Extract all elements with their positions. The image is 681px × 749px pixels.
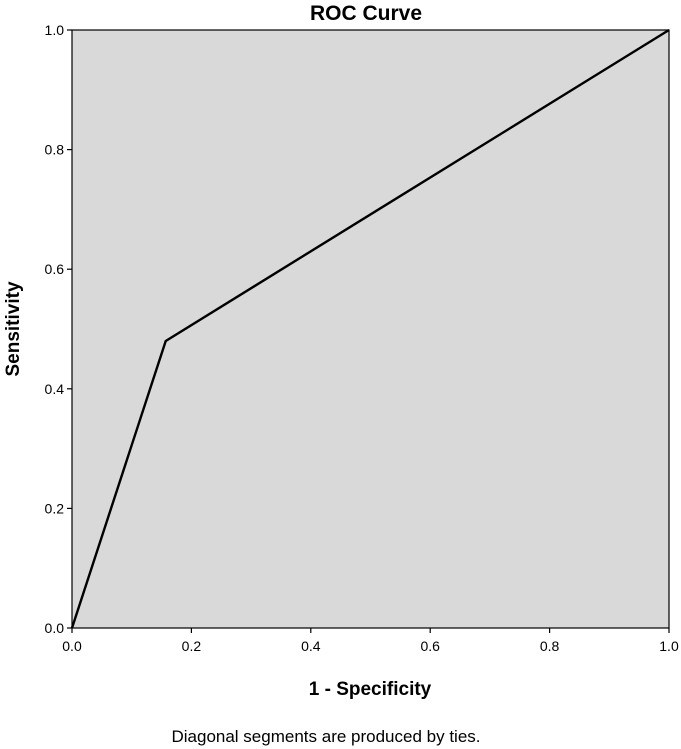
plot-area — [71, 29, 670, 629]
x-tick-label: 0.8 — [540, 638, 560, 654]
x-tick-label: 1.0 — [659, 638, 679, 654]
y-tick-label: 0.6 — [45, 261, 65, 277]
y-tick-label: 0.0 — [45, 620, 65, 636]
y-axis-ticks: 0.0 0.2 0.4 0.6 0.8 1.0 — [45, 22, 72, 636]
x-tick-label: 0.4 — [301, 638, 321, 654]
x-tick-label: 0.2 — [182, 638, 202, 654]
y-axis-label: Sensitivity — [3, 281, 24, 376]
x-tick-label: 0.6 — [420, 638, 440, 654]
y-tick-label: 1.0 — [45, 22, 65, 38]
x-tick-label: 0.0 — [62, 638, 82, 654]
footnote: Diagonal segments are produced by ties. — [171, 727, 480, 746]
chart-title: ROC Curve — [310, 2, 422, 25]
x-axis-ticks: 0.0 0.2 0.4 0.6 0.8 1.0 — [62, 628, 679, 654]
y-tick-label: 0.8 — [45, 142, 65, 158]
y-tick-label: 0.4 — [45, 381, 65, 397]
series-group — [70, 28, 670, 629]
y-tick-label: 0.2 — [45, 500, 65, 516]
x-axis-label: 1 - Specificity — [309, 679, 432, 700]
roc-curve-line — [70, 28, 670, 629]
